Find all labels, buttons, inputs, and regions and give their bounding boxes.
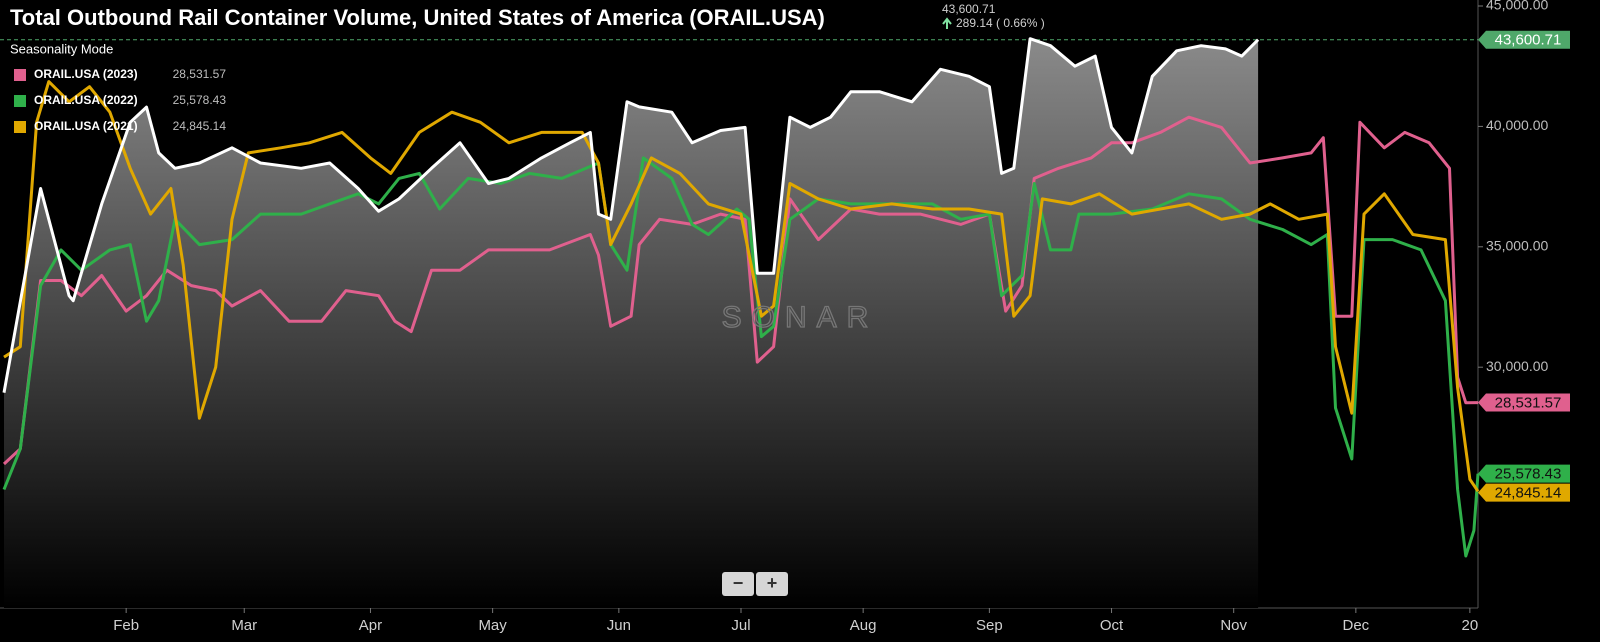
y-tick-label: 40,000.00: [1486, 117, 1548, 133]
y-tick-label: 35,000.00: [1486, 238, 1548, 254]
legend-swatch: [14, 69, 26, 81]
series-area: [4, 38, 1259, 608]
x-tick-label: Oct: [1100, 617, 1124, 634]
legend-value: 28,531.57: [173, 67, 227, 81]
legend-swatch: [14, 95, 26, 107]
value-badge: [1478, 483, 1570, 502]
legend-label: ORAIL.USA (2022): [34, 93, 138, 107]
y-tick-label: 45,000.00: [1486, 0, 1548, 13]
x-tick-label: Jul: [731, 617, 750, 634]
change-value: 289.14 ( 0.66% ): [956, 16, 1045, 30]
value-badge: [1478, 30, 1570, 49]
x-tick-label: Jun: [607, 617, 631, 634]
legend-swatch: [14, 121, 26, 133]
series-line: [2, 37, 1260, 393]
x-tick-label: 20: [1462, 617, 1479, 634]
zoom-controls: − +: [722, 572, 788, 596]
value-badge-label: 28,531.57: [1495, 395, 1562, 412]
legend: ORAIL.USA (2023) 28,531.57 ORAIL.USA (2022…: [14, 67, 226, 133]
legend-label: ORAIL.USA (2023): [34, 67, 138, 81]
series-line: [3, 80, 1480, 493]
legend-value: 24,845.14: [173, 119, 227, 133]
value-badge-label: 25,578.43: [1495, 466, 1562, 483]
y-tick-label: 30,000.00: [1486, 358, 1548, 374]
subtitle: Seasonality Mode: [10, 41, 113, 56]
chart-title: Total Outbound Rail Container Volume, Un…: [10, 5, 825, 30]
zoom-out-label[interactable]: −: [733, 573, 744, 593]
value-badge-label: 43,600.71: [1495, 32, 1562, 49]
value-badge: [1478, 464, 1570, 483]
zoom-in-label[interactable]: +: [767, 573, 778, 593]
plot-area: 30,000.00 35,000.00 40,000.00 45,000.00 Feb M…: [0, 0, 1570, 634]
x-tick-label: Sep: [976, 617, 1003, 634]
value-badge-label: 24,845.14: [1495, 485, 1562, 502]
legend-label: ORAIL.USA (2021): [34, 119, 138, 133]
x-tick-label: Apr: [359, 617, 382, 634]
zoom-out-button[interactable]: −: [722, 572, 754, 596]
x-tick-label: Mar: [231, 617, 257, 634]
value-badge: [1478, 393, 1570, 412]
watermark: SONAR: [722, 301, 879, 334]
zoom-in-button[interactable]: +: [756, 572, 788, 596]
x-tick-label: May: [478, 617, 507, 634]
x-tick-label: Nov: [1220, 617, 1247, 634]
x-tick-label: Feb: [113, 617, 139, 634]
up-arrow: [942, 17, 952, 29]
x-tick-label: Aug: [850, 617, 877, 634]
current-value: 43,600.71: [942, 2, 996, 16]
legend-value: 25,578.43: [173, 93, 227, 107]
series-line: [2, 115, 1479, 466]
x-tick-label: Dec: [1343, 617, 1370, 634]
